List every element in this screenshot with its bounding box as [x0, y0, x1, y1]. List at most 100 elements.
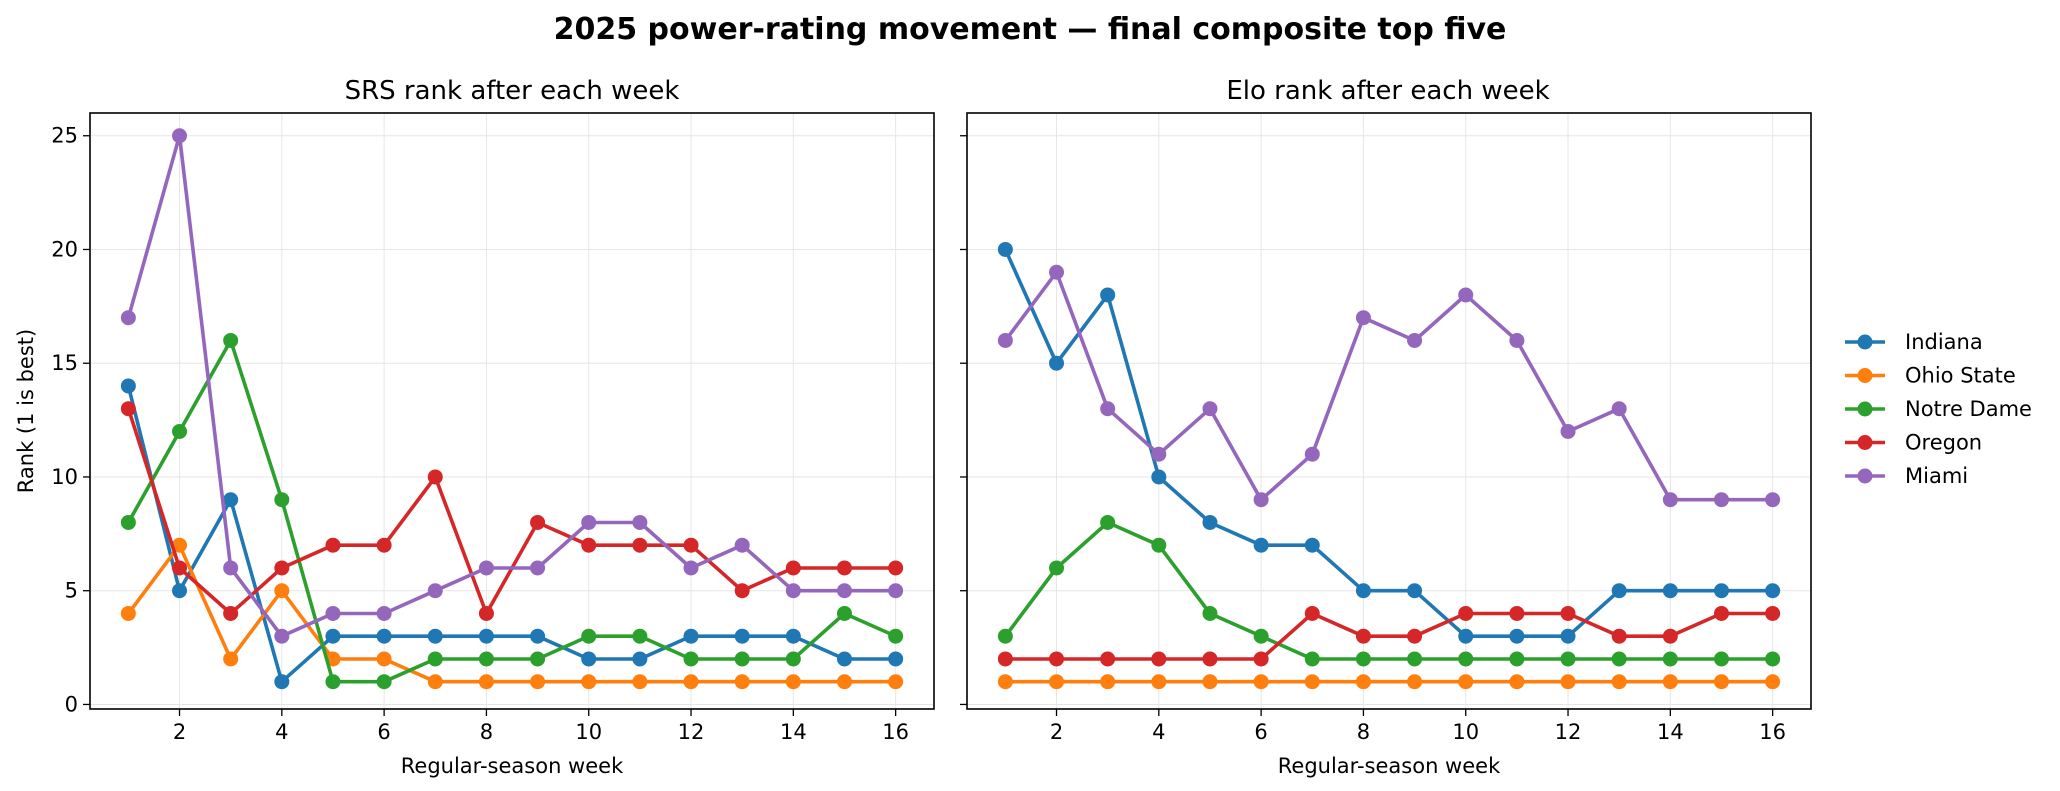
- elo-point-indiana: [1560, 628, 1576, 644]
- srs-point-miami: [683, 560, 699, 576]
- elo-point-ohio-state: [1713, 674, 1729, 690]
- srs-point-notre-dame: [223, 332, 239, 348]
- elo-point-oregon: [1458, 605, 1474, 621]
- elo-point-miami: [1100, 401, 1116, 417]
- srs-point-indiana: [274, 674, 290, 690]
- srs-point-oregon: [376, 537, 392, 553]
- srs-point-ohio-state: [530, 674, 546, 690]
- srs-point-miami: [427, 583, 443, 599]
- elo-x-tick-label: 14: [1657, 720, 1684, 744]
- elo-point-notre-dame: [1049, 560, 1065, 576]
- srs-axes-frame: [89, 112, 935, 710]
- elo-panel: Elo rank after each week 2 4 6 8 10 12 14 16 Re…: [960, 76, 1812, 778]
- srs-point-notre-dame: [478, 651, 494, 667]
- legend-label-miami: Miami: [1905, 464, 1968, 488]
- legend-label-ohio-state: Ohio State: [1905, 364, 2016, 388]
- srs-series-line-notre-dame: [126, 338, 897, 684]
- elo-point-notre-dame: [1407, 651, 1423, 667]
- elo-series-line-indiana: [1003, 248, 1773, 639]
- elo-point-ohio-state: [1458, 674, 1474, 690]
- elo-point-miami: [1560, 423, 1576, 439]
- elo-point-notre-dame: [1765, 651, 1781, 667]
- elo-point-ohio-state: [1253, 674, 1269, 690]
- elo-point-oregon: [1611, 628, 1627, 644]
- panel-title-srs: SRS rank after each week: [345, 76, 680, 106]
- elo-point-indiana: [1611, 583, 1627, 599]
- elo-point-oregon: [997, 651, 1013, 667]
- srs-x-tick-label: 4: [275, 720, 288, 744]
- elo-point-oregon: [1765, 605, 1781, 621]
- srs-point-notre-dame: [888, 628, 904, 644]
- elo-point-indiana: [1151, 469, 1167, 485]
- elo-series-line-oregon: [1005, 611, 1773, 661]
- srs-point-indiana: [683, 628, 699, 644]
- legend-marker-oregon: [1857, 435, 1873, 450]
- srs-series-line-ohio-state: [126, 543, 896, 684]
- srs-point-notre-dame: [785, 651, 801, 667]
- elo-point-indiana: [1049, 355, 1065, 371]
- srs-series-layer: [120, 128, 904, 690]
- srs-point-miami: [530, 560, 546, 576]
- elo-point-ohio-state: [1509, 674, 1525, 690]
- srs-point-miami: [836, 583, 852, 599]
- elo-point-miami: [1713, 492, 1729, 508]
- srs-point-miami: [325, 605, 341, 621]
- srs-point-indiana: [223, 492, 239, 508]
- elo-x-tick-label: 12: [1555, 720, 1582, 744]
- elo-x-tick-label: 6: [1254, 720, 1267, 744]
- srs-point-oregon: [274, 560, 290, 576]
- elo-point-indiana: [1662, 583, 1678, 599]
- legend-label-indiana: Indiana: [1905, 330, 1983, 354]
- srs-series-line-indiana: [126, 385, 896, 684]
- figure-title: 2025 power-rating movement — final compo…: [554, 12, 1507, 47]
- srs-series-line-miami: [126, 133, 896, 639]
- elo-x-tick-label: 16: [1759, 720, 1786, 744]
- elo-point-notre-dame: [1202, 605, 1218, 621]
- srs-point-ohio-state: [120, 605, 136, 621]
- srs-point-notre-dame: [632, 628, 648, 644]
- srs-y-tick-label: 25: [51, 124, 78, 148]
- srs-point-ohio-state: [376, 651, 392, 667]
- srs-point-miami: [734, 537, 750, 553]
- elo-point-indiana: [1100, 287, 1116, 303]
- elo-axes-frame: [966, 112, 1812, 710]
- srs-point-oregon: [478, 605, 494, 621]
- srs-point-notre-dame: [734, 651, 750, 667]
- srs-point-miami: [376, 605, 392, 621]
- srs-point-ohio-state: [172, 537, 188, 553]
- srs-grid: [90, 113, 934, 709]
- srs-y-tick-label: 5: [65, 579, 78, 603]
- elo-point-miami: [1151, 446, 1167, 462]
- srs-point-miami: [632, 514, 648, 530]
- elo-point-notre-dame: [1304, 651, 1320, 667]
- srs-point-indiana: [734, 628, 750, 644]
- elo-point-notre-dame: [1560, 651, 1576, 667]
- srs-y-tick-label: 20: [51, 237, 78, 261]
- srs-y-tick-label: 15: [51, 351, 78, 375]
- elo-series-layer: [997, 241, 1781, 690]
- srs-x-tick-label: 16: [882, 720, 909, 744]
- legend-label-notre-dame: Notre Dame: [1905, 397, 2032, 421]
- elo-point-notre-dame: [1355, 651, 1371, 667]
- srs-point-indiana: [325, 628, 341, 644]
- elo-point-miami: [1407, 332, 1423, 348]
- srs-point-notre-dame: [172, 423, 188, 439]
- elo-point-indiana: [997, 241, 1013, 257]
- elo-point-oregon: [1560, 605, 1576, 621]
- srs-point-oregon: [120, 401, 136, 417]
- elo-point-notre-dame: [1458, 651, 1474, 667]
- elo-point-notre-dame: [1662, 651, 1678, 667]
- elo-point-ohio-state: [1151, 674, 1167, 690]
- srs-point-notre-dame: [274, 492, 290, 508]
- srs-point-indiana: [478, 628, 494, 644]
- elo-point-oregon: [1509, 605, 1525, 621]
- elo-point-notre-dame: [1151, 537, 1167, 553]
- srs-point-ohio-state: [632, 674, 648, 690]
- srs-ticks: 2 4 6 8 10 12 14 16 0 5 10 15 20 25: [51, 124, 909, 744]
- elo-point-notre-dame: [1100, 514, 1116, 530]
- srs-point-miami: [120, 310, 136, 326]
- elo-point-oregon: [1202, 651, 1218, 667]
- srs-x-tick-label: 2: [173, 720, 186, 744]
- srs-y-axis-label: Rank (1 is best): [14, 329, 38, 493]
